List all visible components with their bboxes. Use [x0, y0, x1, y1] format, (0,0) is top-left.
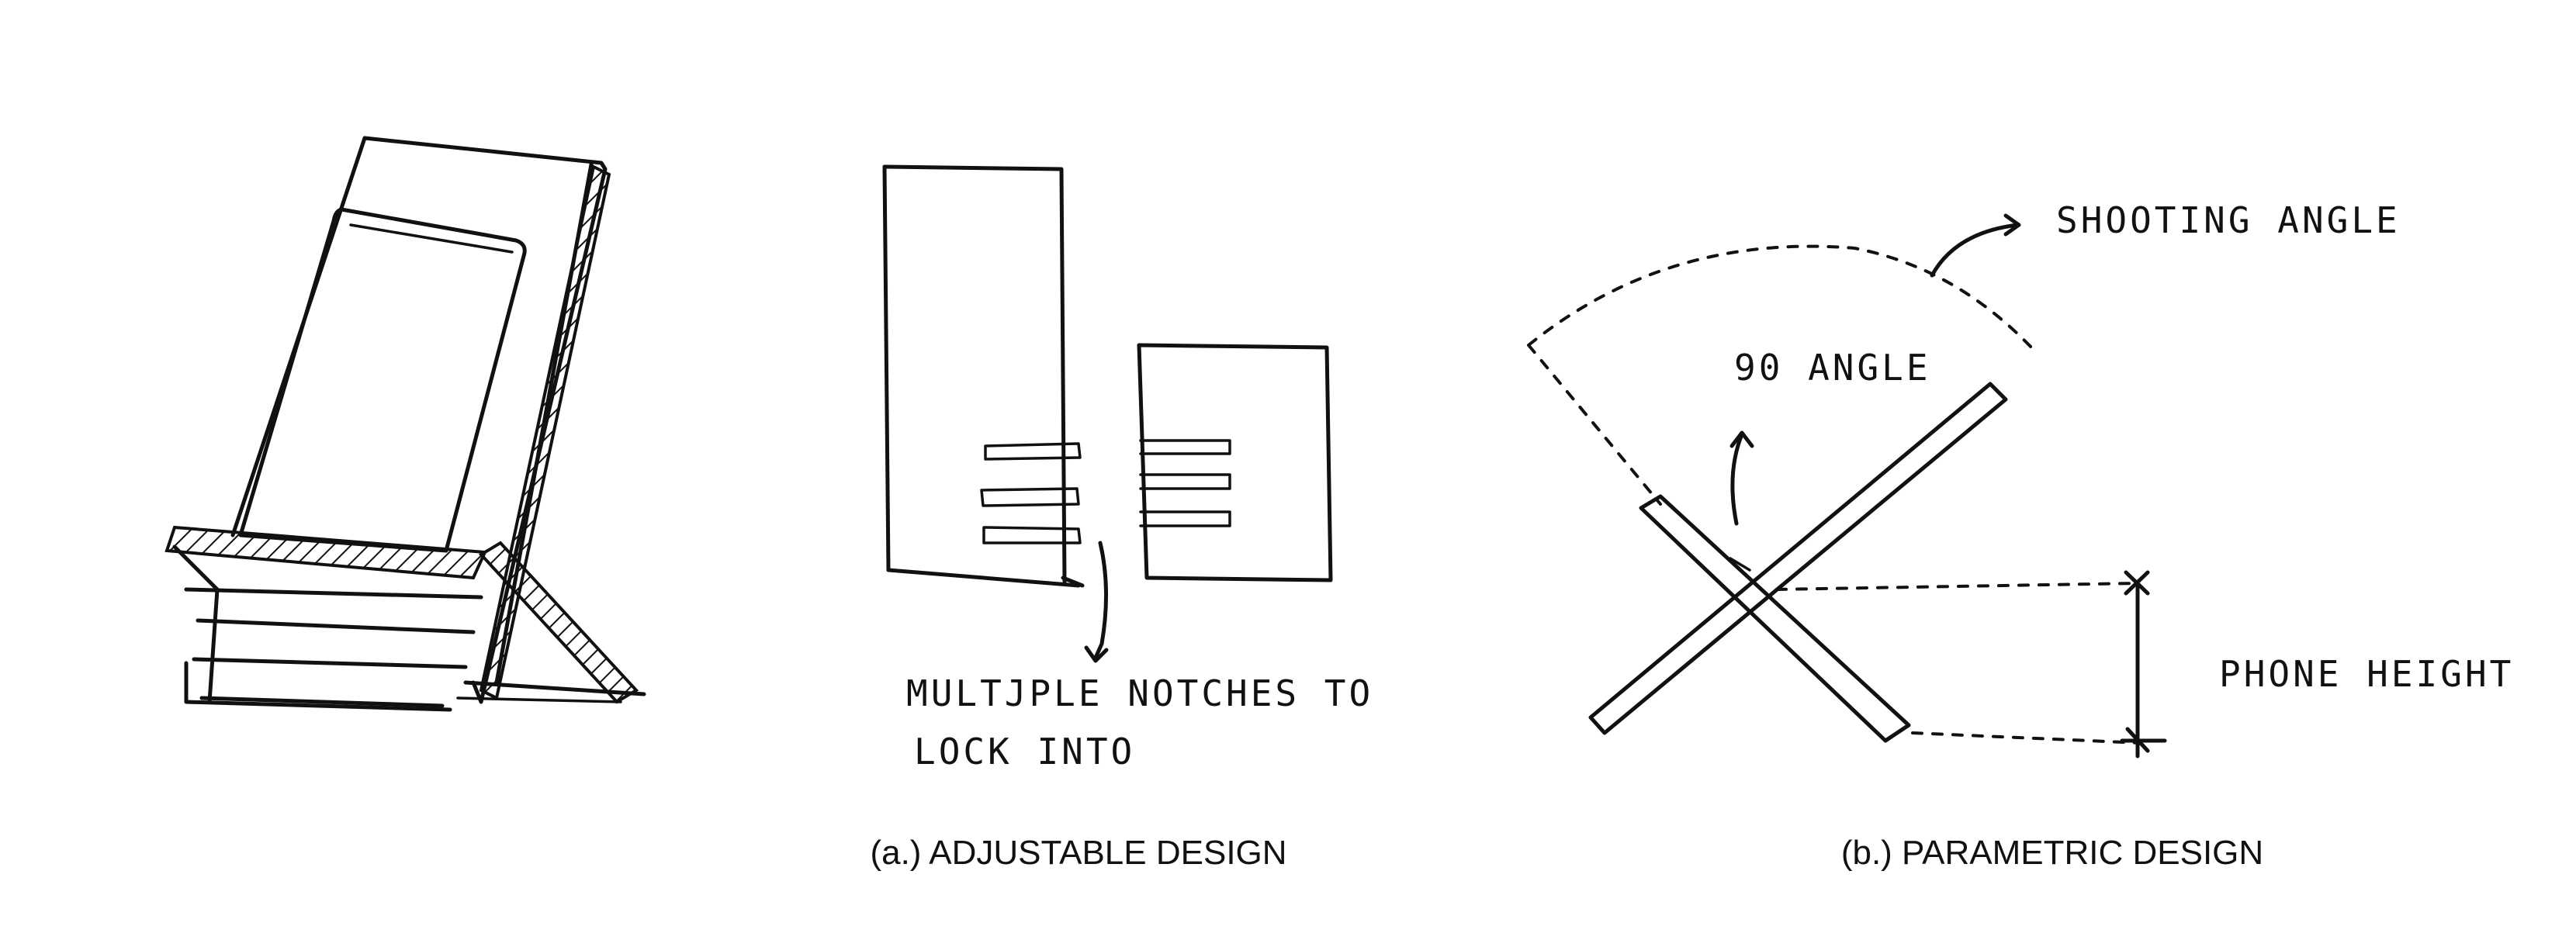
notches-label-line2: LOCK INTO	[914, 731, 1135, 772]
shooting-angle-label: SHOOTING ANGLE	[2056, 199, 2401, 241]
notches-label-line1: MULTJPLE NOTCHES TO	[906, 672, 1373, 714]
adjustable-panels-sketch: MULTJPLE NOTCHES TO LOCK INTO	[882, 164, 1373, 772]
phone-stand-sketch	[164, 136, 646, 712]
caption-adjustable-design: (a.) ADJUSTABLE DESIGN	[870, 834, 1287, 872]
phone-height-label: PHONE HEIGHT	[2219, 653, 2514, 695]
caption-parametric-design: (b.) PARAMETRIC DESIGN	[1840, 834, 2264, 872]
ninety-angle-label: 90 ANGLE	[1734, 347, 1931, 389]
parametric-stand-sketch: SHOOTING ANGLE 90 ANGLE PHONE HEIGHT	[1527, 199, 2514, 759]
